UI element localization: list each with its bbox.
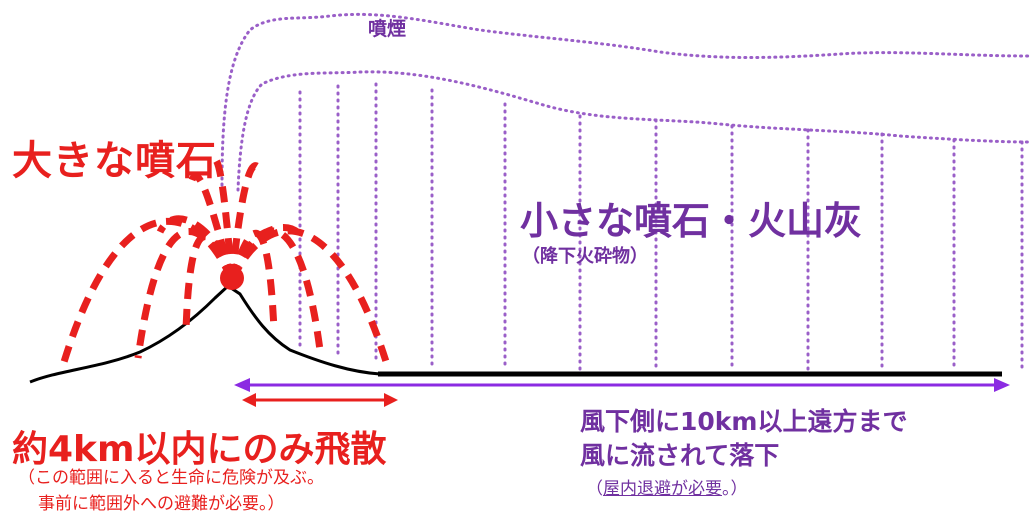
bomb-trajectory-arc [188, 172, 236, 281]
near-range-title: 約4km以内にのみ飛散 [12, 429, 387, 470]
pyroclastic-fall-sublabel: （降下火砕物） [522, 246, 648, 267]
plume-label: 噴煙 [368, 18, 407, 40]
near-range-note-1: （この範囲に入ると生命に危険が及ぶ。 [18, 468, 324, 488]
downwind-note-open: （ [586, 479, 603, 499]
bomb-trajectory-arc [182, 233, 236, 331]
downwind-text-2: 風に流されて落下 [580, 441, 780, 470]
shelter-indoors-note: 屋内退避が必要 [603, 479, 722, 499]
downwind-arrowhead-left [234, 378, 250, 392]
bomb-trajectory-arc [228, 227, 392, 370]
bomb-trajectories [60, 155, 392, 370]
bomb-trajectory-arc [228, 224, 306, 281]
downwind-arrowhead-right [994, 378, 1010, 392]
downwind-note: （屋内退避が必要。） [586, 474, 748, 499]
plume-outline-inner [236, 70, 1032, 192]
plume-outline-outer [220, 12, 1032, 187]
large-bombs-label: 大きな噴石 [12, 138, 217, 184]
bomb-trajectory-arc [156, 215, 236, 281]
downwind-note-close: 。） [722, 479, 748, 499]
small-bombs-ash-label: 小さな噴石・火山灰 [520, 199, 863, 243]
crater-burst [220, 266, 244, 290]
volcano-profile [29, 284, 381, 384]
bomb-trajectory-arc [228, 162, 264, 281]
downwind-text-1: 風下側に10km以上遠方まで [580, 407, 908, 436]
near-range-arrowhead-right [384, 393, 398, 407]
near-range-note-2: 事前に範囲外への避難が必要。） [38, 494, 285, 514]
ash-fall-columns [298, 82, 1024, 372]
near-range-arrowhead-left [242, 393, 256, 407]
